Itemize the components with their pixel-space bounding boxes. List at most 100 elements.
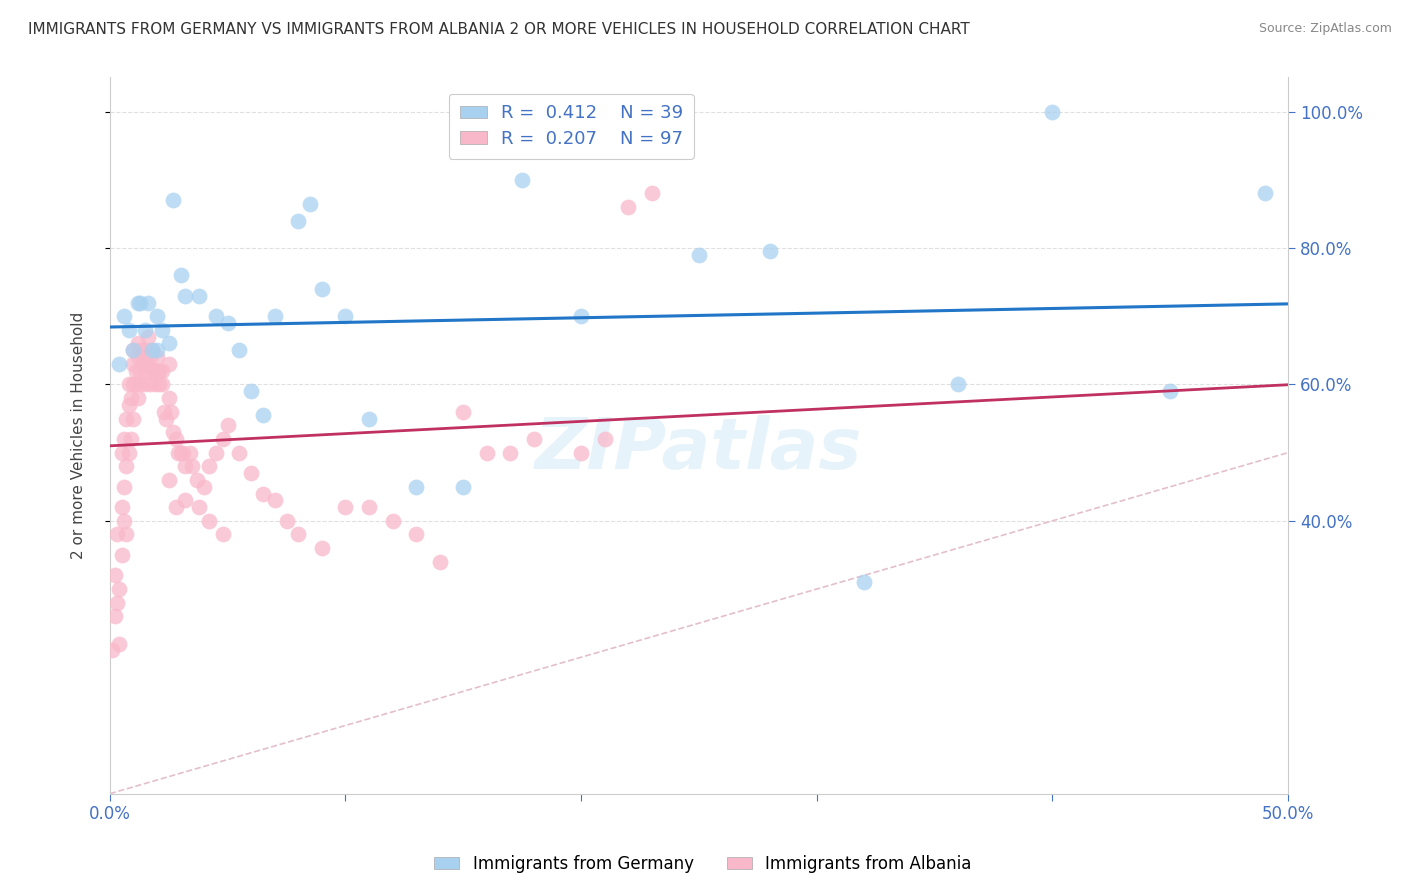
Point — [122, 377, 145, 392]
Point — [148, 377, 170, 392]
Point — [569, 309, 592, 323]
Point — [276, 514, 298, 528]
Point — [129, 295, 152, 310]
Point — [186, 473, 208, 487]
Point — [127, 350, 149, 364]
Point — [132, 357, 155, 371]
Point — [148, 364, 170, 378]
Point — [510, 173, 533, 187]
Point — [115, 459, 138, 474]
Point — [141, 343, 163, 358]
Point — [228, 445, 250, 459]
Point — [134, 364, 156, 378]
Point — [205, 309, 228, 323]
Point — [141, 343, 163, 358]
Point — [429, 555, 451, 569]
Point — [162, 425, 184, 439]
Point — [141, 364, 163, 378]
Point — [228, 343, 250, 358]
Point — [240, 466, 263, 480]
Point — [111, 445, 134, 459]
Point — [112, 514, 135, 528]
Point — [174, 493, 197, 508]
Point — [217, 418, 239, 433]
Point — [263, 309, 285, 323]
Point — [335, 500, 357, 515]
Point — [240, 384, 263, 399]
Point — [688, 248, 710, 262]
Point — [112, 432, 135, 446]
Point — [172, 445, 194, 459]
Point — [299, 196, 322, 211]
Point — [105, 596, 128, 610]
Point — [139, 350, 162, 364]
Point — [134, 377, 156, 392]
Point — [165, 500, 187, 515]
Point — [1042, 104, 1064, 119]
Text: ZIPatlas: ZIPatlas — [536, 416, 863, 484]
Legend: R =  0.412    N = 39, R =  0.207    N = 97: R = 0.412 N = 39, R = 0.207 N = 97 — [449, 94, 695, 159]
Point — [103, 568, 125, 582]
Legend: Immigrants from Germany, Immigrants from Albania: Immigrants from Germany, Immigrants from… — [427, 848, 979, 880]
Point — [125, 377, 148, 392]
Point — [335, 309, 357, 323]
Point — [146, 343, 169, 358]
Point — [188, 500, 211, 515]
Point — [132, 350, 155, 364]
Point — [127, 295, 149, 310]
Point — [499, 445, 522, 459]
Point — [311, 541, 333, 555]
Point — [111, 548, 134, 562]
Point — [852, 575, 875, 590]
Point — [212, 432, 235, 446]
Point — [150, 377, 173, 392]
Point — [181, 459, 204, 474]
Point — [155, 411, 177, 425]
Point — [157, 357, 180, 371]
Point — [150, 323, 173, 337]
Point — [105, 527, 128, 541]
Point — [108, 357, 131, 371]
Point — [198, 459, 221, 474]
Point — [125, 364, 148, 378]
Point — [252, 408, 274, 422]
Point — [1159, 384, 1181, 399]
Point — [381, 514, 404, 528]
Point — [134, 343, 156, 358]
Point — [122, 343, 145, 358]
Point — [287, 527, 309, 541]
Point — [946, 377, 969, 392]
Point — [120, 432, 142, 446]
Point — [134, 323, 156, 337]
Point — [112, 480, 135, 494]
Point — [167, 445, 190, 459]
Point — [129, 364, 152, 378]
Point — [122, 411, 145, 425]
Point — [617, 200, 640, 214]
Point — [523, 432, 546, 446]
Text: IMMIGRANTS FROM GERMANY VS IMMIGRANTS FROM ALBANIA 2 OR MORE VEHICLES IN HOUSEHO: IMMIGRANTS FROM GERMANY VS IMMIGRANTS FR… — [28, 22, 970, 37]
Point — [112, 309, 135, 323]
Point — [311, 282, 333, 296]
Point — [165, 432, 187, 446]
Point — [193, 480, 215, 494]
Point — [143, 364, 166, 378]
Point — [641, 186, 664, 201]
Point — [593, 432, 616, 446]
Text: Source: ZipAtlas.com: Source: ZipAtlas.com — [1258, 22, 1392, 36]
Point — [157, 391, 180, 405]
Point — [212, 527, 235, 541]
Point — [115, 527, 138, 541]
Point — [287, 213, 309, 227]
Point — [198, 514, 221, 528]
Point — [122, 343, 145, 358]
Point — [150, 364, 173, 378]
Point — [143, 377, 166, 392]
Point — [120, 391, 142, 405]
Point — [205, 445, 228, 459]
Point — [118, 445, 141, 459]
Point — [169, 268, 191, 283]
Y-axis label: 2 or more Vehicles in Household: 2 or more Vehicles in Household — [72, 312, 86, 559]
Point — [118, 377, 141, 392]
Point — [252, 486, 274, 500]
